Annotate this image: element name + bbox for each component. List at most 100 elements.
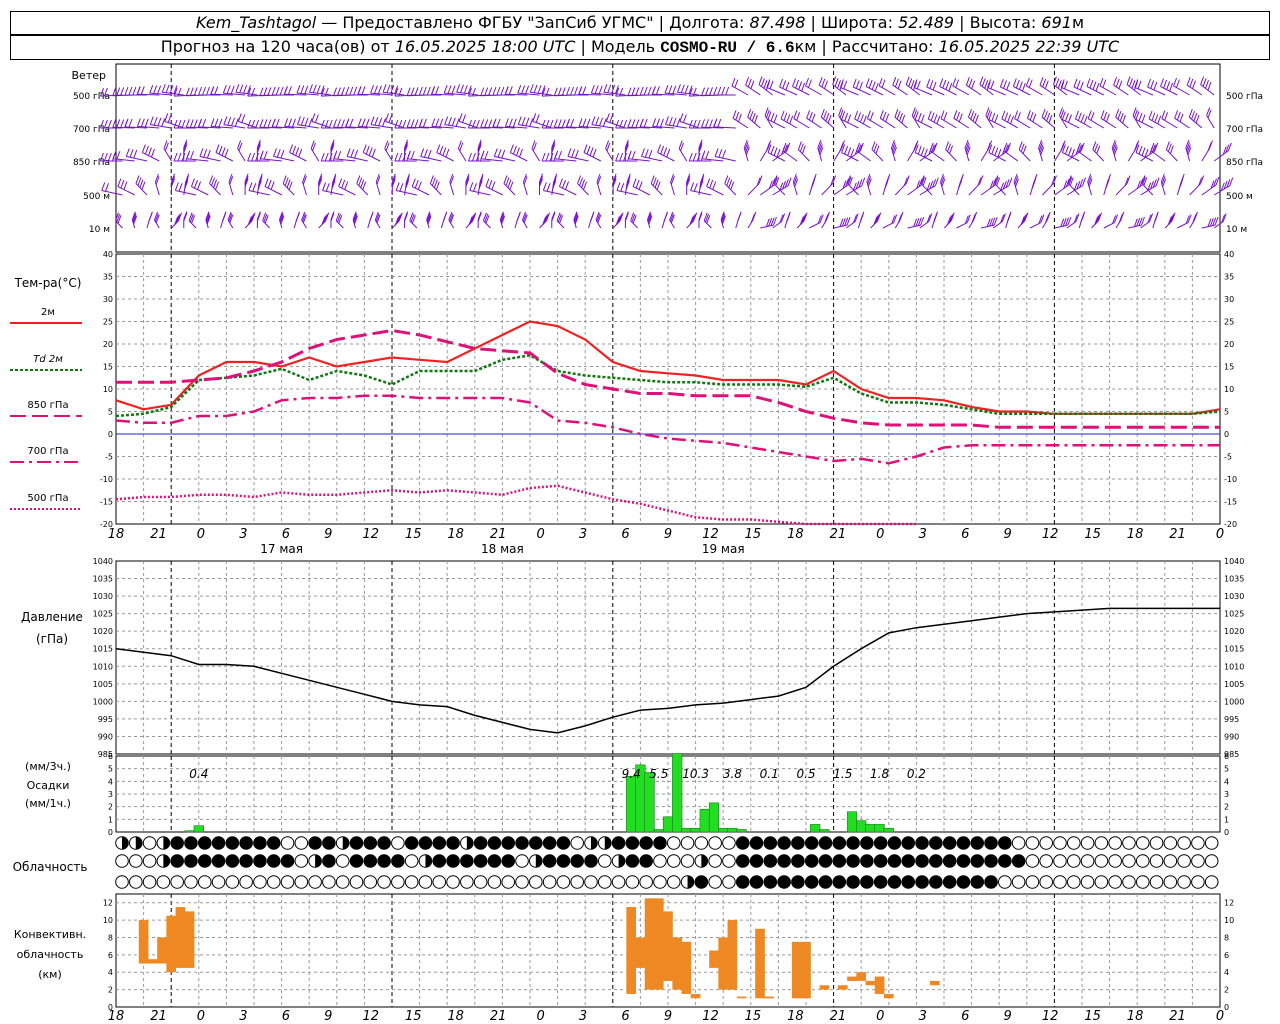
precip-accumulation: 0.5: [796, 767, 815, 781]
wind-barb-feather: [615, 216, 620, 225]
wind-barb-feather: [385, 142, 390, 152]
wind-barb-feather: [1090, 112, 1095, 121]
wind-barb-feather: [1042, 78, 1047, 88]
wind-barb-feather: [1038, 215, 1043, 224]
temp-hour-label: 3: [579, 527, 587, 542]
cloud-symbol: [1163, 836, 1178, 850]
wind-barb-feather: [398, 87, 403, 97]
wind-barb-feather: [247, 85, 251, 94]
longitude-label: Долгота:: [669, 13, 745, 32]
wind-barb-feather: [785, 144, 789, 153]
wind-barb-feather: [830, 177, 835, 186]
wind-barb: [878, 85, 896, 96]
wind-barb-feather: [970, 110, 975, 120]
temp-hour-label: 6: [282, 527, 290, 542]
wind-barb-feather: [131, 211, 136, 220]
wind-barb-feather: [977, 177, 982, 186]
wind-barb-feather: [868, 79, 873, 89]
convective-bar: [847, 976, 857, 981]
wind-barb-feather: [590, 213, 595, 222]
wind-barb-feather: [414, 119, 419, 128]
wind-barb: [1087, 118, 1105, 129]
wind-barb-feather: [1138, 145, 1143, 155]
wind-barb-feather: [184, 178, 189, 187]
wind-barb-feather: [929, 180, 934, 190]
temperature-legend-label: 700 гПа: [27, 446, 68, 457]
precip-bar: [727, 827, 738, 833]
wind-barb: [854, 118, 871, 129]
convective-tick-left: 2: [108, 986, 113, 995]
wind-barb-feather: [496, 86, 501, 96]
temp-hour-label: 6: [961, 527, 969, 542]
wind-barb-feather: [603, 84, 608, 93]
wind-barb-feather: [559, 215, 564, 224]
temperature-tick-right: 15: [1224, 363, 1234, 372]
wind-barb-feather: [596, 213, 601, 222]
wind-barb-feather: [1133, 109, 1138, 119]
wind-barb: [296, 92, 319, 96]
cloud-symbol: [1080, 836, 1095, 850]
wind-barb-feather: [258, 176, 263, 185]
wind-barb-feather: [471, 119, 476, 129]
cloud-symbol: [1135, 836, 1150, 850]
wind-barb-feather: [1021, 82, 1026, 92]
wind-barb: [407, 158, 430, 162]
wind-barb-feather: [116, 213, 121, 223]
cloud-symbol: [694, 875, 709, 889]
wind-barb-feather: [818, 142, 822, 151]
wind-barb-feather: [1126, 76, 1131, 85]
wind-barb-feather: [867, 178, 872, 187]
wind-barb-feather: [766, 142, 770, 152]
convective-bar: [175, 907, 186, 968]
wind-barb-feather: [696, 152, 701, 162]
wind-barb-feather: [1092, 141, 1097, 150]
wind-barb-feather: [252, 183, 257, 192]
wind-barb-feather: [439, 145, 444, 155]
wind-barb-feather: [259, 150, 264, 159]
cloud-symbol: [1122, 875, 1136, 889]
wind-barb-feather: [605, 113, 610, 122]
wind-barb-feather: [799, 216, 804, 225]
wind-barb: [1026, 85, 1043, 96]
wind-barb-feather: [404, 180, 409, 190]
temperature-tick-right: 10: [1224, 385, 1234, 394]
temperature-tick-left: 15: [103, 363, 113, 372]
wind-barb-feather: [1200, 76, 1205, 85]
wind-barb-feather: [1016, 112, 1021, 121]
wind-barb-feather: [894, 109, 899, 118]
wind-barb: [199, 155, 221, 162]
wind-barb-feather: [597, 214, 602, 224]
wind-barb-feather: [1058, 107, 1063, 116]
cloud-symbol: [377, 854, 391, 868]
wind-barb-feather: [382, 118, 386, 127]
wind-barb-feather: [517, 116, 522, 125]
wind-barb-feather: [112, 150, 117, 159]
cloud-symbol: [418, 836, 433, 850]
wind-barb-feather: [508, 86, 513, 95]
wind-barb-feather: [394, 152, 399, 162]
wind-barb-feather: [167, 114, 172, 123]
cloud-symbol: [432, 836, 447, 850]
wind-barb-feather: [1188, 109, 1193, 118]
wind-barb-feather: [308, 118, 313, 127]
wind-barb-feather: [850, 148, 855, 158]
cloud-symbol: [1149, 875, 1164, 889]
wind-barb-feather: [917, 217, 922, 226]
wind-barb-feather: [1063, 180, 1068, 189]
wind-barb-feather: [531, 140, 536, 149]
cloud-symbol: [832, 836, 847, 850]
wind-barb-feather: [598, 85, 603, 94]
temperature-series-4: [115, 484, 917, 526]
wind-barb-feather: [318, 178, 323, 187]
wind-barb-feather: [701, 150, 706, 159]
temperature-tick-left: -20: [100, 520, 113, 529]
wind-barb-feather: [279, 211, 283, 220]
wind-barb-feather: [599, 117, 603, 126]
wind-barb-feather: [325, 212, 330, 221]
wind-barb-feather: [271, 86, 276, 96]
wind-barb-feather: [284, 177, 289, 186]
wind-barb-feather: [1174, 110, 1179, 119]
wind-barb-feather: [844, 112, 849, 122]
wind-level-label-right: 10 м: [1226, 225, 1247, 235]
temperature-tick-left: 25: [103, 318, 113, 327]
